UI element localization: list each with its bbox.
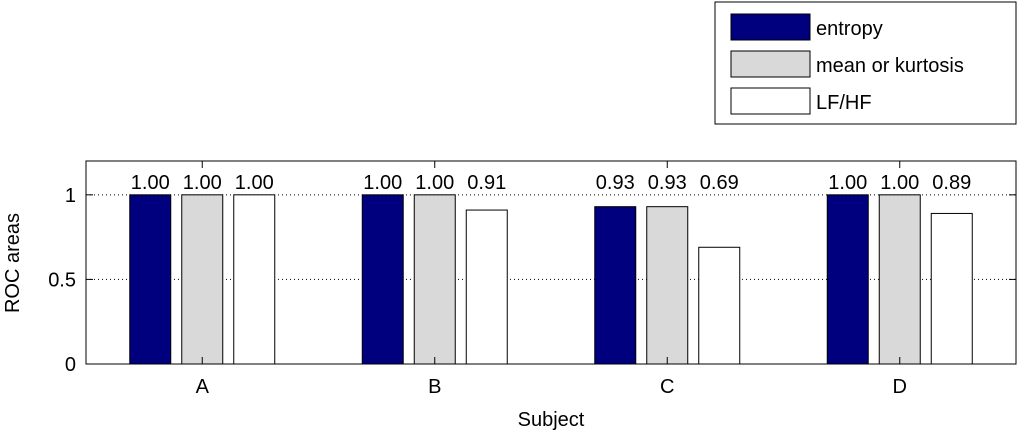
bar xyxy=(930,212,973,365)
bar-value-label: 0.93 xyxy=(596,172,635,194)
y-axis-label: ROC areas xyxy=(2,213,24,313)
x-tick-label: D xyxy=(893,376,907,398)
bar-value-label: 1.00 xyxy=(183,172,222,194)
x-tick-label: B xyxy=(428,376,441,398)
bar xyxy=(361,194,404,365)
bar xyxy=(181,194,224,365)
bars xyxy=(129,194,973,365)
bar xyxy=(129,194,172,365)
bar-value-label: 1.00 xyxy=(828,172,867,194)
legend-label: LF/HF xyxy=(816,92,872,114)
bar-value-label: 1.00 xyxy=(880,172,919,194)
bar xyxy=(826,194,869,365)
bar xyxy=(233,194,276,365)
bar xyxy=(646,206,689,365)
legend: entropy mean or kurtosis LF/HF xyxy=(714,1,1017,125)
y-tick-label: 1 xyxy=(65,185,76,207)
x-axis-label: Subject xyxy=(518,409,585,431)
legend-label: entropy xyxy=(816,18,883,40)
y-tick-label: 0.5 xyxy=(48,269,76,291)
y-axis: 00.51 xyxy=(48,185,1016,376)
bar xyxy=(465,209,508,365)
bar-value-label: 1.00 xyxy=(235,172,274,194)
bar xyxy=(594,206,637,365)
plot-frame xyxy=(85,160,1017,365)
bar xyxy=(413,194,456,365)
bar-value-label: 0.69 xyxy=(700,172,739,194)
x-tick-label: A xyxy=(196,376,210,398)
legend-label: mean or kurtosis xyxy=(816,55,964,77)
grid-lines xyxy=(86,194,1016,280)
bar-value-label: 0.91 xyxy=(467,172,506,194)
legend-swatch xyxy=(730,87,811,115)
bar xyxy=(698,246,741,365)
bar xyxy=(878,194,921,365)
value-labels: 1.00 1.00 1.00 1.00 1.00 0.91 0.93 0.93 0.69 1.00… xyxy=(131,172,971,194)
y-tick-label: 0 xyxy=(65,354,76,376)
bar-value-label: 1.00 xyxy=(363,172,402,194)
legend-swatch xyxy=(730,50,811,78)
bar-value-label: 1.00 xyxy=(415,172,454,194)
bar-value-label: 0.93 xyxy=(648,172,687,194)
x-tick-label: C xyxy=(660,376,674,398)
bar-value-label: 1.00 xyxy=(131,172,170,194)
bar-value-label: 0.89 xyxy=(932,172,971,194)
x-axis: A B C D xyxy=(196,161,907,398)
legend-swatch xyxy=(730,13,811,41)
